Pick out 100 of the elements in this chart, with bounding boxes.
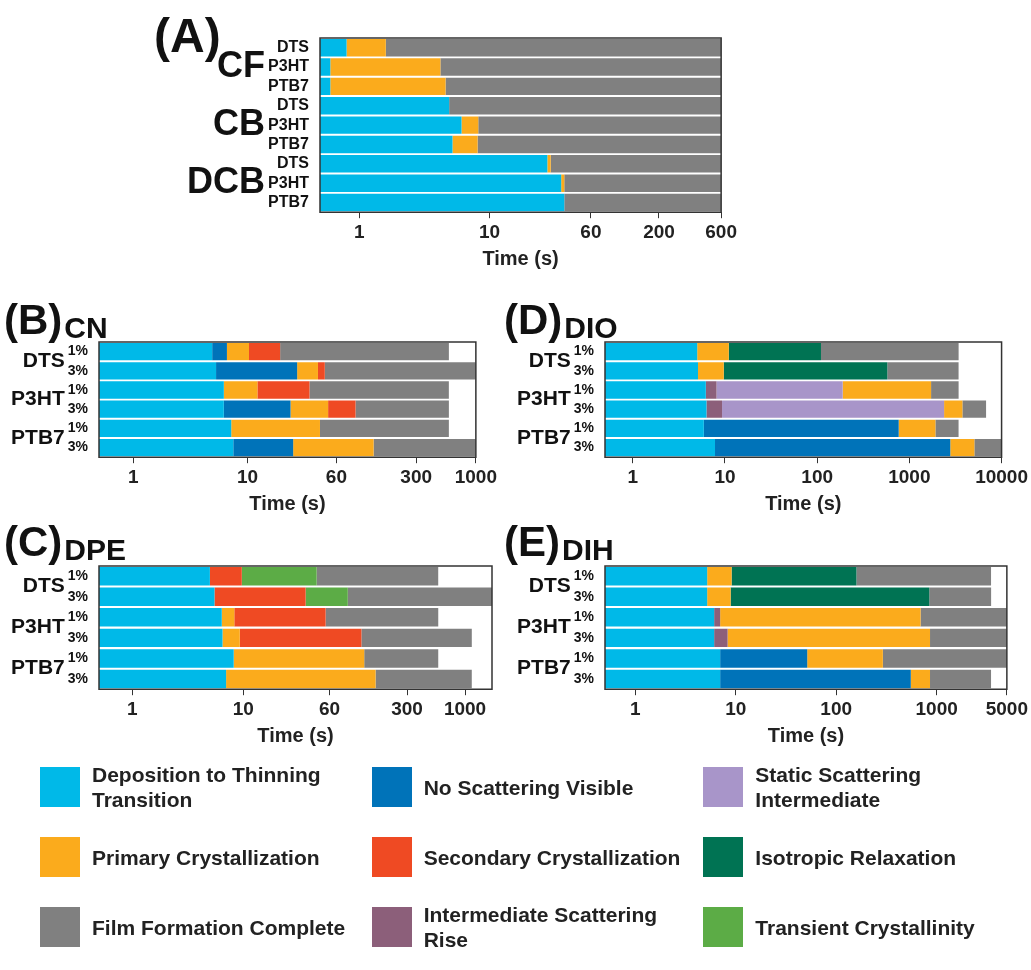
- chart-subtitle: DPE: [64, 533, 126, 566]
- bar: [99, 381, 224, 399]
- chart-title: (E): [504, 518, 560, 565]
- bar: [605, 438, 716, 457]
- bar: [605, 608, 715, 627]
- bar: [605, 628, 715, 648]
- text: DTS: [22, 348, 65, 371]
- bar: [605, 342, 698, 361]
- legend-label: Primary Crystallization: [92, 844, 320, 870]
- bar: [320, 193, 565, 212]
- y-tick-label: P3HT: [268, 57, 310, 75]
- bar: [99, 362, 217, 380]
- bar: [882, 649, 1007, 668]
- x-tick-label: 10: [478, 220, 501, 242]
- bar: [730, 587, 930, 607]
- bar: [714, 628, 728, 648]
- x-tick-label: 1: [353, 220, 365, 242]
- y-tick-label: 3%: [573, 361, 595, 378]
- y-tick-label: 1%: [573, 608, 595, 625]
- bar: [99, 567, 210, 586]
- bar: [720, 608, 921, 627]
- bar: [297, 362, 318, 380]
- x-tick-label: 1: [128, 465, 140, 487]
- bar: [375, 669, 472, 689]
- x-tick-label: 10000: [975, 465, 1028, 487]
- y-tick-label: P3HT: [268, 115, 310, 133]
- y-tick-label: 3%: [573, 669, 595, 686]
- legend-label: Film Formation Complete: [92, 914, 346, 940]
- x-tick-label: 1000: [915, 697, 958, 719]
- chart-subtitle: DIH: [561, 533, 614, 566]
- bar: [697, 342, 729, 361]
- y-tick-label: P3HT: [268, 173, 310, 191]
- y-tick-label: PTB7: [268, 134, 310, 152]
- bar: [231, 419, 320, 438]
- x-tick-label: 10: [232, 697, 254, 719]
- y-tick-label: 3%: [573, 587, 595, 604]
- x-tick-label: 600: [705, 220, 737, 242]
- bar: [99, 628, 223, 648]
- text: DTS: [528, 573, 571, 597]
- bar: [561, 174, 565, 192]
- bar: [698, 362, 724, 380]
- y-tick-label: 3%: [573, 400, 595, 417]
- bar: [605, 400, 707, 418]
- bar: [99, 608, 222, 627]
- bar: [241, 567, 317, 586]
- text: P3HT: [11, 614, 65, 638]
- bar: [328, 400, 356, 418]
- x-tick-label: 300: [391, 697, 423, 719]
- chart-subtitle: DIO: [564, 311, 618, 344]
- bar: [99, 400, 224, 418]
- bar: [293, 438, 374, 457]
- x-axis-title: Time (s): [249, 491, 326, 514]
- x-tick-label: 100: [820, 697, 853, 719]
- y-tick-label: DTS: [277, 154, 310, 172]
- chart-title: (D): [504, 296, 563, 343]
- bar: [478, 116, 722, 134]
- bar: [720, 669, 911, 689]
- bar: [716, 381, 843, 399]
- bar: [605, 362, 698, 380]
- bar: [324, 362, 476, 380]
- y-tick-label: 1%: [67, 567, 89, 584]
- legend-label: Intermediate Scattering Rise: [423, 902, 659, 952]
- y-tick-label: 1%: [67, 342, 89, 359]
- bar: [929, 587, 992, 607]
- y-tick-label: 1%: [573, 380, 595, 397]
- text: P3HT: [517, 614, 571, 638]
- bar: [910, 669, 931, 689]
- y-tick-label: 1%: [67, 608, 89, 625]
- x-tick-label: 200: [643, 220, 675, 242]
- legend-label: No Scattering Visible: [423, 774, 634, 800]
- y-tick-label: 3%: [67, 438, 89, 455]
- bar: [727, 628, 931, 648]
- bar: [99, 419, 232, 438]
- legend-label: Secondary Crystallization: [423, 844, 681, 870]
- x-tick-label: 10: [714, 465, 736, 487]
- bar: [330, 77, 446, 96]
- text: PTB7: [517, 424, 571, 448]
- bar: [222, 628, 240, 648]
- bar: [216, 362, 298, 380]
- x-tick-label: 60: [580, 220, 602, 242]
- bar: [99, 587, 215, 607]
- y-tick-label: DTS: [277, 96, 310, 114]
- y-tick-label: 3%: [573, 438, 595, 455]
- x-tick-label: 5000: [985, 697, 1029, 719]
- bar: [705, 381, 717, 399]
- bar: [547, 155, 551, 173]
- x-tick-label: 60: [325, 465, 347, 487]
- bar: [330, 58, 441, 76]
- bar: [320, 116, 462, 134]
- y-tick-label: 1%: [573, 342, 595, 359]
- bar: [842, 381, 932, 399]
- bar: [355, 400, 449, 418]
- text: P3HT: [11, 386, 65, 410]
- x-tick-label: 1000: [888, 465, 931, 487]
- y-tick-label: 1%: [67, 419, 89, 436]
- text: PTB7: [11, 424, 65, 448]
- bar: [605, 649, 721, 668]
- bar: [722, 400, 945, 418]
- bar: [887, 362, 959, 380]
- y-tick-label: PTB7: [268, 76, 310, 94]
